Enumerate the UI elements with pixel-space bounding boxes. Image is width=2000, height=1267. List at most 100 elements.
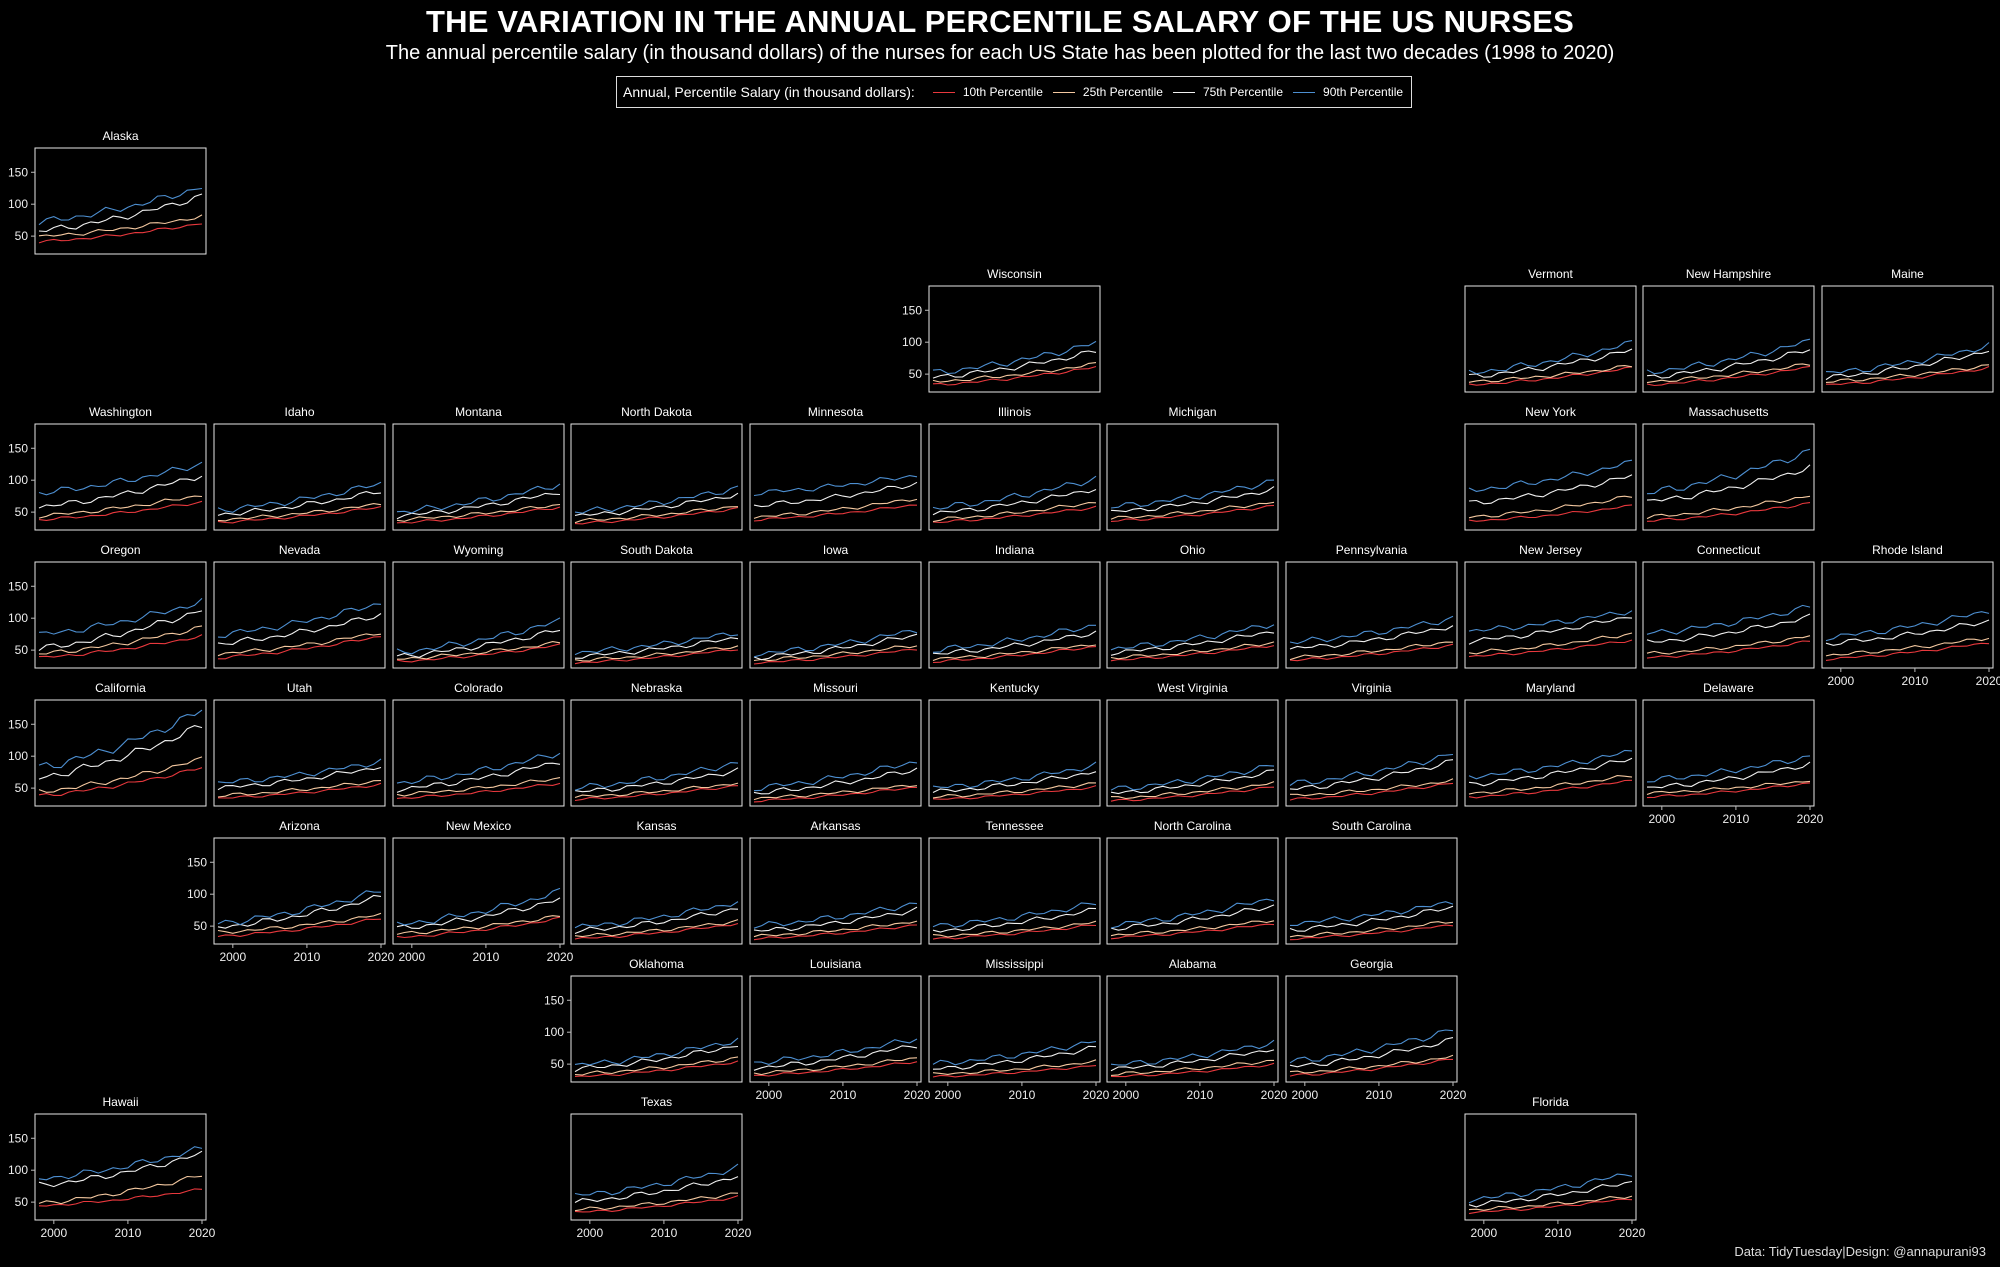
series-line-p75-nevada: [217, 613, 382, 645]
series-line-p25-missouri: [753, 784, 918, 801]
panel-border-minnesota: [749, 423, 922, 531]
y-tick-label: 100: [544, 1025, 564, 1039]
series-line-p25-indiana: [932, 644, 1097, 662]
series-line-p25-north-dakota: [574, 506, 739, 524]
series-line-p75-florida: [1468, 1180, 1633, 1208]
x-tick-label: 2010: [1902, 674, 1929, 688]
series-line-p25-colorado: [396, 777, 561, 797]
panel-title-new-jersey: New Jersey: [1519, 543, 1582, 557]
panel-border-massachusetts: [1642, 423, 1815, 531]
panel-title-iowa: Iowa: [823, 543, 849, 557]
x-tick-label: 2010: [830, 1088, 857, 1102]
series-line-p90-hawaii: [38, 1146, 203, 1181]
series-line-p10-colorado: [396, 782, 561, 799]
y-tick-label: 150: [902, 303, 922, 317]
series-line-p10-illinois: [932, 505, 1097, 524]
y-tick-label: 100: [8, 611, 28, 625]
series-line-p90-maine: [1825, 342, 1990, 374]
x-tick-label: 2000: [576, 1226, 603, 1240]
panel-border-new-hampshire: [1642, 285, 1815, 393]
legend-item-p90: 90th Percentile: [1293, 85, 1403, 99]
series-line-p90-mississippi: [932, 1041, 1097, 1066]
series-line-p90-wisconsin: [932, 340, 1097, 375]
series-line-p25-mississippi: [932, 1059, 1097, 1075]
panel-border-wyoming: [392, 561, 565, 669]
x-tick-label: 2020: [547, 950, 574, 964]
series-line-p10-pennsylvania: [1289, 643, 1454, 662]
series-line-p25-california: [38, 756, 203, 793]
panel-border-new-jersey: [1464, 561, 1637, 669]
state-panel-oklahoma: Oklahoma 50 100 150: [544, 957, 743, 1083]
state-panel-hawaii: Hawaii 50 100 150 2000 2010 2020: [8, 1095, 216, 1240]
series-line-p10-mississippi: [932, 1065, 1097, 1078]
panel-title-alaska: Alaska: [102, 129, 138, 143]
state-panel-colorado: Colorado: [392, 681, 565, 807]
panel-title-maine: Maine: [1891, 267, 1924, 281]
series-line-p90-oklahoma: [574, 1037, 739, 1066]
series-line-p25-maine: [1825, 364, 1990, 383]
y-tick-label: 150: [8, 1131, 28, 1145]
state-panel-iowa: Iowa: [749, 543, 922, 669]
x-tick-label: 2020: [368, 950, 395, 964]
panel-title-mississippi: Mississippi: [985, 957, 1043, 971]
y-tick-label: 50: [15, 643, 29, 657]
series-line-p10-maryland: [1468, 779, 1633, 799]
panel-title-ohio: Ohio: [1180, 543, 1206, 557]
state-panel-alabama: Alabama 2000 2010 2020: [1106, 957, 1288, 1102]
x-tick-label: 2000: [1648, 812, 1675, 826]
state-panel-alaska: Alaska 50 100 150: [8, 129, 207, 255]
state-panel-utah: Utah: [213, 681, 386, 807]
y-tick-label: 100: [8, 1163, 28, 1177]
series-line-p25-minnesota: [753, 498, 918, 519]
series-line-p75-new-york: [1468, 474, 1633, 505]
series-line-p25-virginia: [1290, 778, 1454, 797]
series-line-p90-delaware: [1646, 755, 1811, 783]
panel-title-oregon: Oregon: [100, 543, 140, 557]
series-line-p90-kentucky: [932, 761, 1097, 789]
panel-border-louisiana: [749, 975, 922, 1083]
y-tick-label: 50: [909, 367, 923, 381]
panel-title-north-dakota: North Dakota: [621, 405, 692, 419]
series-line-p10-oklahoma: [574, 1060, 739, 1078]
panel-border-pennsylvania: [1285, 561, 1458, 669]
legend-label-p10: 10th Percentile: [962, 85, 1043, 99]
panel-title-hawaii: Hawaii: [102, 1095, 138, 1109]
series-line-p75-oklahoma: [574, 1045, 739, 1073]
series-line-p90-nebraska: [574, 762, 739, 791]
panel-title-minnesota: Minnesota: [808, 405, 864, 419]
panel-title-washington: Washington: [89, 405, 152, 419]
panel-title-idaho: Idaho: [284, 405, 314, 419]
series-line-p75-maine: [1825, 350, 1990, 381]
series-line-p75-tennessee: [932, 907, 1097, 933]
series-line-p75-vermont: [1468, 348, 1633, 378]
panel-border-california: [34, 699, 207, 807]
panel-border-west-virginia: [1106, 699, 1279, 807]
series-line-p25-montana: [396, 503, 561, 522]
series-line-p10-washington: [38, 500, 203, 521]
series-line-p10-arizona: [217, 918, 382, 938]
panel-title-texas: Texas: [641, 1095, 672, 1109]
series-line-p90-iowa: [753, 630, 918, 658]
series-line-p90-kansas: [574, 901, 739, 929]
series-line-p90-oregon: [38, 597, 203, 635]
series-line-p10-oregon: [38, 634, 203, 658]
x-tick-label: 2010: [1009, 1088, 1036, 1102]
panel-border-nevada: [213, 561, 386, 669]
series-line-p75-alaska: [38, 193, 203, 233]
series-line-p75-montana: [396, 492, 561, 520]
y-tick-label: 150: [8, 165, 28, 179]
series-line-p10-nevada: [218, 636, 382, 660]
y-tick-label: 50: [194, 919, 208, 933]
series-line-p25-michigan: [1110, 501, 1275, 520]
panel-title-wisconsin: Wisconsin: [987, 267, 1042, 281]
series-line-p75-louisiana: [753, 1045, 918, 1071]
state-panel-georgia: Georgia 2000 2010 2020: [1285, 957, 1467, 1102]
state-panel-idaho: Idaho: [213, 405, 386, 531]
legend-label-p75: 75th Percentile: [1202, 85, 1284, 99]
series-line-p10-delaware: [1646, 782, 1811, 799]
panel-title-indiana: Indiana: [995, 543, 1035, 557]
series-line-p75-washington: [38, 475, 203, 509]
series-line-p25-pennsylvania: [1289, 641, 1454, 661]
state-panel-maryland: Maryland: [1464, 681, 1637, 807]
panel-title-vermont: Vermont: [1528, 267, 1573, 281]
